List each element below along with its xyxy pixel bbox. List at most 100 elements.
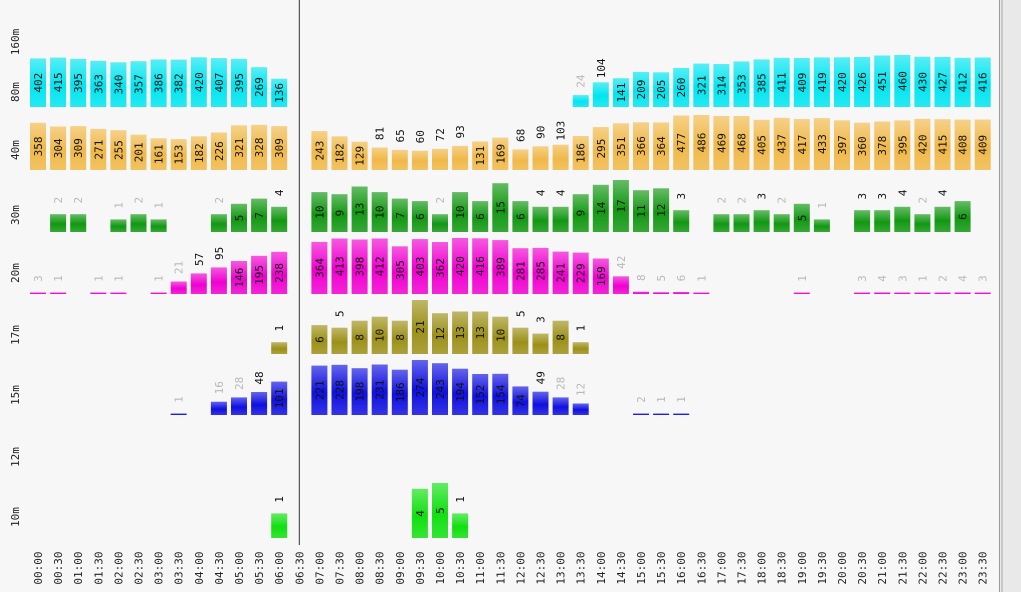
bar-17m-13:30 xyxy=(572,342,589,354)
bar-40m-05:30 xyxy=(251,124,268,170)
bar-30m-11:00 xyxy=(472,201,489,232)
bar-15m-10:30 xyxy=(452,368,469,415)
bar-label-40m-14:30: 351 xyxy=(615,137,628,157)
bar-label-40m-13:00: 103 xyxy=(555,121,568,141)
bar-label-80m-04:30: 407 xyxy=(213,73,226,93)
bar-20m-01:30 xyxy=(90,292,107,294)
bar-label-40m-06:00: 309 xyxy=(273,138,286,158)
bar-label-15m-10:00: 243 xyxy=(434,379,447,399)
time-label-17:00: 17:00 xyxy=(715,551,728,584)
bar-label-15m-11:30: 154 xyxy=(494,384,507,404)
bar-label-20m-14:30: 42 xyxy=(615,256,628,269)
bar-30m-18:00 xyxy=(753,210,770,232)
bar-label-80m-01:30: 363 xyxy=(92,74,105,94)
bar-20m-08:30 xyxy=(371,238,388,294)
bar-label-30m-19:30: 1 xyxy=(816,202,829,209)
bar-20m-08:00 xyxy=(351,239,368,294)
bar-label-80m-13:30: 24 xyxy=(575,74,588,88)
bar-30m-08:00 xyxy=(351,186,368,232)
bar-label-20m-08:30: 412 xyxy=(374,256,387,276)
bar-30m-22:00 xyxy=(914,214,931,232)
bar-label-20m-06:00: 238 xyxy=(273,263,286,283)
bar-label-20m-11:00: 416 xyxy=(474,256,487,276)
bar-80m-21:00 xyxy=(874,55,891,107)
bar-label-40m-05:00: 321 xyxy=(233,138,246,158)
bar-label-40m-01:00: 309 xyxy=(72,138,85,158)
bar-40m-00:00 xyxy=(30,122,46,170)
bar-label-80m-21:00: 451 xyxy=(876,71,889,91)
bar-label-40m-19:00: 417 xyxy=(796,135,809,155)
bar-17m-10:00 xyxy=(432,313,448,354)
bar-label-20m-16:30: 1 xyxy=(695,275,708,282)
window-edge xyxy=(999,0,1021,592)
bar-40m-13:30 xyxy=(572,136,589,170)
bar-30m-18:30 xyxy=(773,214,790,232)
bar-30m-14:00 xyxy=(592,184,609,232)
time-label-00:00: 00:00 xyxy=(32,551,45,584)
bar-40m-16:00 xyxy=(673,115,690,170)
bar-label-80m-14:00: 104 xyxy=(595,58,608,78)
bar-label-17m-09:30: 21 xyxy=(414,320,427,333)
bar-20m-14:00 xyxy=(592,258,609,294)
time-label-21:30: 21:30 xyxy=(896,551,909,584)
bar-40m-10:30 xyxy=(452,145,469,170)
bar-40m-07:30 xyxy=(331,136,348,170)
bar-20m-15:30 xyxy=(653,292,670,294)
time-label-08:30: 08:30 xyxy=(374,551,387,584)
bar-30m-05:00 xyxy=(231,203,247,232)
bar-label-40m-16:00: 477 xyxy=(675,133,688,153)
bar-20m-03:30 xyxy=(170,281,187,294)
time-label-09:30: 09:30 xyxy=(414,551,427,584)
bar-40m-11:30 xyxy=(492,137,509,170)
bar-40m-20:00 xyxy=(834,120,850,170)
bar-label-17m-12:00: 5 xyxy=(514,310,527,317)
bar-20m-23:00 xyxy=(954,292,971,294)
bar-80m-01:00 xyxy=(70,58,87,107)
bar-20m-12:00 xyxy=(512,248,529,294)
bar-label-80m-05:00: 395 xyxy=(233,73,246,93)
bar-label-20m-11:30: 389 xyxy=(494,257,507,277)
bar-label-20m-10:30: 420 xyxy=(454,256,467,276)
time-label-02:00: 02:00 xyxy=(112,551,125,584)
bar-label-17m-10:00: 12 xyxy=(434,327,447,340)
bar-label-80m-04:00: 420 xyxy=(193,72,206,92)
bar-15m-07:30 xyxy=(331,364,348,415)
bar-label-40m-00:00: 358 xyxy=(32,136,45,156)
bar-label-80m-15:30: 205 xyxy=(655,80,668,100)
bar-20m-02:00 xyxy=(110,292,127,294)
bar-15m-13:00 xyxy=(552,397,569,415)
bar-80m-15:00 xyxy=(633,71,649,107)
bar-15m-05:00 xyxy=(231,397,247,415)
bar-30m-10:30 xyxy=(452,192,469,232)
bar-17m-08:00 xyxy=(351,320,368,354)
bar-label-40m-21:00: 378 xyxy=(876,136,889,156)
bar-label-30m-23:00: 6 xyxy=(957,213,970,220)
bar-label-80m-16:00: 260 xyxy=(675,78,688,98)
bar-label-80m-03:30: 382 xyxy=(173,73,186,93)
bar-label-40m-17:30: 468 xyxy=(736,133,749,153)
time-label-21:00: 21:00 xyxy=(876,551,889,584)
bar-label-10m-06:00: 1 xyxy=(273,496,286,503)
bar-label-15m-10:30: 194 xyxy=(454,382,467,402)
bar-label-30m-22:00: 2 xyxy=(916,197,929,204)
bar-40m-19:30 xyxy=(813,118,830,170)
bar-17m-07:30 xyxy=(331,327,348,354)
band-label-12m: 12m xyxy=(9,447,22,467)
time-label-03:00: 03:00 xyxy=(153,551,166,584)
bar-label-20m-21:00: 4 xyxy=(876,275,889,282)
bar-15m-11:00 xyxy=(472,374,489,415)
bar-15m-08:30 xyxy=(371,364,388,415)
bar-label-30m-02:30: 2 xyxy=(133,197,146,204)
time-label-07:30: 07:30 xyxy=(334,551,347,584)
bar-label-80m-00:30: 415 xyxy=(52,72,65,92)
bar-label-40m-09:00: 65 xyxy=(394,129,407,142)
bar-label-80m-03:00: 386 xyxy=(153,73,166,93)
bar-label-80m-22:30: 427 xyxy=(937,72,950,92)
bar-label-30m-09:30: 6 xyxy=(414,213,427,220)
bar-20m-11:00 xyxy=(472,238,489,294)
bar-label-30m-17:30: 2 xyxy=(736,197,749,204)
time-label-19:00: 19:00 xyxy=(796,551,809,584)
